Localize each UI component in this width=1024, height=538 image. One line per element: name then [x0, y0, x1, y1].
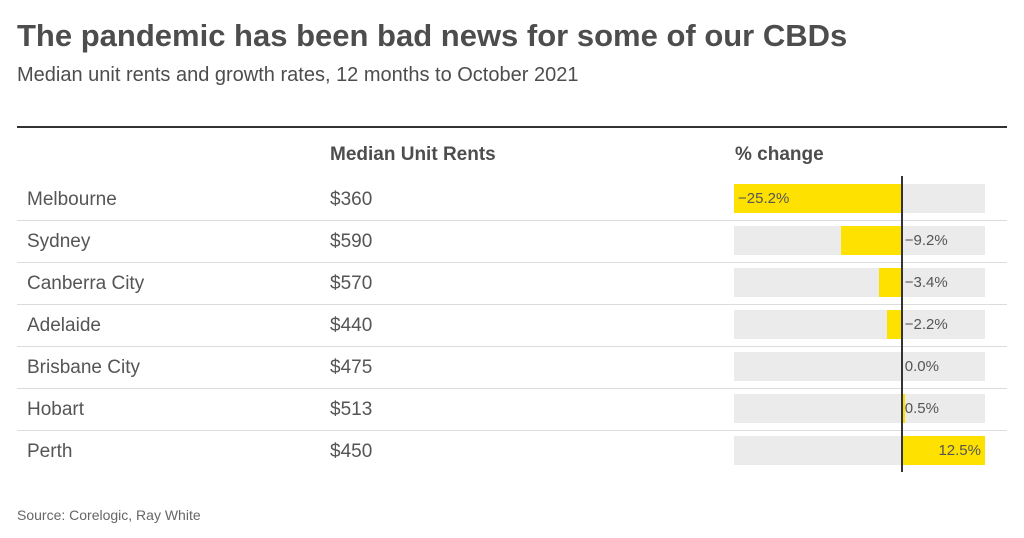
- change-bar: [887, 310, 902, 339]
- rent-value: $440: [330, 315, 373, 336]
- rent-value: $475: [330, 357, 373, 378]
- change-bar-track: −2.2%: [734, 310, 985, 339]
- table-row: Brisbane City $475 0.0%: [17, 347, 1007, 389]
- rent-value: $360: [330, 189, 373, 210]
- change-bar: [734, 184, 902, 213]
- change-label: 0.5%: [904, 400, 939, 417]
- city-label: Sydney: [27, 231, 91, 252]
- city-label: Brisbane City: [27, 357, 140, 378]
- change-label: 12.5%: [938, 442, 981, 459]
- source-note: Source: Corelogic, Ray White: [17, 507, 201, 523]
- city-label: Melbourne: [27, 189, 117, 210]
- table-row: Sydney $590 −9.2%: [17, 221, 1007, 263]
- change-label: −25.2%: [738, 190, 790, 207]
- city-label: Canberra City: [27, 273, 145, 294]
- rent-value: $513: [330, 399, 373, 420]
- chart-subtitle: Median unit rents and growth rates, 12 m…: [17, 64, 579, 86]
- table-row: Canberra City $570 −3.4%: [17, 263, 1007, 305]
- change-bar-track: −3.4%: [734, 268, 985, 297]
- change-bar: [901, 394, 906, 423]
- rent-value: $450: [330, 441, 373, 462]
- table-row: Adelaide $440 −2.2%: [17, 305, 1007, 347]
- header-rule: [17, 126, 1007, 128]
- table-row: Hobart $513 0.5%: [17, 389, 1007, 431]
- column-header-change: % change: [735, 144, 824, 165]
- city-label: Adelaide: [27, 315, 101, 336]
- change-bar-track: 12.5%: [734, 436, 985, 465]
- change-label: −2.2%: [904, 316, 948, 333]
- change-bar: [879, 268, 902, 297]
- change-bar-track: 0.5%: [734, 394, 985, 423]
- change-bar: [901, 436, 985, 465]
- data-table: Melbourne $360 −25.2% Sydney $590 −9.2% Canber…: [17, 179, 1007, 473]
- table-row: Perth $450 12.5%: [17, 431, 1007, 473]
- change-label: 0.0%: [904, 358, 939, 375]
- city-label: Perth: [27, 441, 73, 462]
- change-label: −3.4%: [904, 274, 948, 291]
- change-bar: [840, 226, 902, 255]
- chart-title: The pandemic has been bad news for some …: [17, 18, 848, 53]
- change-label: −9.2%: [904, 232, 948, 249]
- table-row: Melbourne $360 −25.2%: [17, 179, 1007, 221]
- change-bar-track: −9.2%: [734, 226, 985, 255]
- city-label: Hobart: [27, 399, 85, 420]
- rent-value: $590: [330, 231, 373, 252]
- rent-value: $570: [330, 273, 373, 294]
- change-bar-track: −25.2%: [734, 184, 985, 213]
- zero-line: [900, 176, 903, 472]
- column-header-rent: Median Unit Rents: [330, 144, 496, 165]
- change-bar-track: 0.0%: [734, 352, 985, 381]
